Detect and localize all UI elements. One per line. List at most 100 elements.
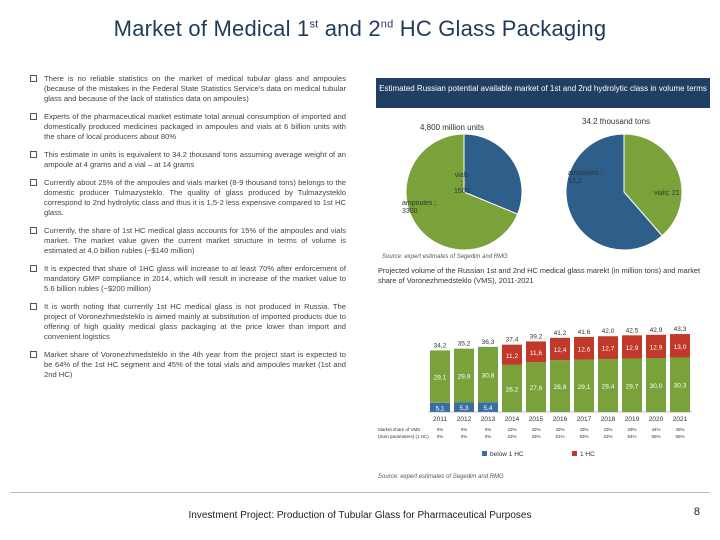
legend-swatch <box>572 451 577 456</box>
bar-segment <box>622 358 642 412</box>
source-note: Source: expert estimates of Segedim and … <box>382 254 508 260</box>
x-tick-label: 2014 <box>505 416 520 423</box>
bullet-item: Market share of Voronezhmedsteklo in the… <box>30 350 346 380</box>
bullet-item: Experts of the pharmaceutical market est… <box>30 112 346 142</box>
share-value: 44% <box>651 427 660 432</box>
bar-segment <box>670 334 690 358</box>
segment-label: 12,7 <box>602 346 615 353</box>
share-value: 54% <box>627 434 636 439</box>
bar-segment <box>478 346 498 403</box>
segment-label: 30,8 <box>482 373 495 380</box>
square-bullet-icon <box>30 227 37 234</box>
segment-label: 29,1 <box>434 375 447 382</box>
bar-segment <box>430 402 450 412</box>
share-value: 55% <box>675 434 684 439</box>
share-row-label: (Sum parameters) (1 HC) <box>378 434 429 439</box>
footer-divider <box>10 492 710 493</box>
segment-label: 12,9 <box>650 344 663 351</box>
share-value: 42% <box>555 427 564 432</box>
bullet-item: It is worth noting that currently 1st HC… <box>30 302 346 342</box>
pie-right-vials-slice <box>565 133 663 251</box>
bar-segment <box>646 334 666 358</box>
total-label: 41,2 <box>554 330 567 337</box>
segment-label: 5,4 <box>483 405 492 412</box>
share-value: 0% <box>437 434 444 439</box>
source-note-2: Source: expert estimates of Segedim and … <box>378 474 504 480</box>
total-label: 43,3 <box>674 326 687 333</box>
square-bullet-icon <box>30 265 37 272</box>
square-bullet-icon <box>30 303 37 310</box>
square-bullet-icon <box>30 113 37 120</box>
total-label: 36,3 <box>482 339 495 346</box>
share-value: 0% <box>461 434 468 439</box>
segment-label: 12,9 <box>626 345 639 352</box>
page-number: 8 <box>693 506 700 518</box>
legend-label: 1 HC <box>580 451 595 458</box>
x-tick-label: 2017 <box>577 416 592 423</box>
share-value: 45% <box>675 427 684 432</box>
share-value: 33% <box>531 434 540 439</box>
x-tick-label: 2016 <box>553 416 568 423</box>
bar-chart-title: Projected volume of the Russian 1st and … <box>378 266 701 285</box>
segment-label: 5,1 <box>435 405 444 412</box>
x-tick-label: 2012 <box>457 416 472 423</box>
share-value: 22% <box>507 427 516 432</box>
bar-segment <box>598 336 618 360</box>
segment-label: 29,9 <box>458 374 471 381</box>
bullet-item: Currently about 25% of the ampoules and … <box>30 178 346 218</box>
page-title: Market of Medical 1st and 2nd HC Glass P… <box>113 16 607 41</box>
share-value: 22% <box>507 434 516 439</box>
segment-label: 11,6 <box>530 350 543 357</box>
share-row-label: Market share of VMS <box>378 427 420 432</box>
segment-label: 13,0 <box>674 344 687 351</box>
total-label: 37,4 <box>506 337 519 344</box>
segment-label: 5,3 <box>459 405 468 412</box>
share-value: 0% <box>485 434 492 439</box>
bar-segment <box>526 341 546 363</box>
pie-charts: 4,800 million units 34.2 thousand tons v… <box>372 110 712 260</box>
bullet-item: Currently, the share of 1st HC medical g… <box>30 226 346 256</box>
legend-label: below 1 HC <box>490 451 524 458</box>
segment-label: 12,6 <box>578 346 591 353</box>
pie-left-label: 4,800 million units <box>420 123 485 132</box>
pie-right-ampoules-label: ampoules ; 13,2 <box>568 170 603 185</box>
bar-segment <box>526 362 546 412</box>
x-tick-label: 2015 <box>529 416 544 423</box>
square-bullet-icon <box>30 351 37 358</box>
bar-segment <box>430 350 450 403</box>
share-value: 22% <box>603 434 612 439</box>
footer-text: Investment Project: Production of Tubula… <box>188 510 532 521</box>
bar-chart: 5,1 29,1 34,2 2011 0% 0% 5,3 29,9 35,2 2012 0% 0% 5,… <box>378 326 692 458</box>
pie-left-ampoules-slice <box>405 133 519 251</box>
bar-segment <box>454 402 474 412</box>
pie-left-vials-label: vials; 1500 <box>454 172 470 195</box>
segment-label: 12,4 <box>554 347 567 354</box>
bullet-item: There is no reliable statistics on the m… <box>30 74 346 104</box>
total-label: 39,2 <box>530 333 543 340</box>
bullet-list: There is no reliable statistics on the m… <box>30 74 346 380</box>
share-value: 51% <box>555 434 564 439</box>
share-value: 0% <box>461 427 468 432</box>
pie-banner: Estimated Russian potential available ma… <box>376 78 710 108</box>
pie-right-vials-label: vials; 21 <box>654 190 680 197</box>
square-bullet-icon <box>30 151 37 158</box>
bar-segment <box>454 348 474 403</box>
segment-label: 29,4 <box>602 384 615 391</box>
bar-segment <box>598 359 618 412</box>
x-tick-label: 2020 <box>649 416 664 423</box>
bar-segment <box>574 359 594 412</box>
bar-segment <box>550 337 570 361</box>
share-value: 29% <box>627 427 636 432</box>
bar-segment <box>574 336 594 360</box>
total-label: 42,0 <box>602 328 615 335</box>
segment-label: 27,6 <box>530 385 543 392</box>
segment-label: 29,1 <box>578 384 591 391</box>
bullet-item: It is expected that share of 1HC glass w… <box>30 264 346 294</box>
bar-segment <box>502 344 522 365</box>
pie-svg <box>405 133 683 251</box>
square-bullet-icon <box>30 75 37 82</box>
share-value: 42% <box>531 427 540 432</box>
x-tick-label: 2019 <box>625 416 640 423</box>
pie-right-ampoules-slice <box>623 133 683 237</box>
bar-segment <box>622 335 642 359</box>
